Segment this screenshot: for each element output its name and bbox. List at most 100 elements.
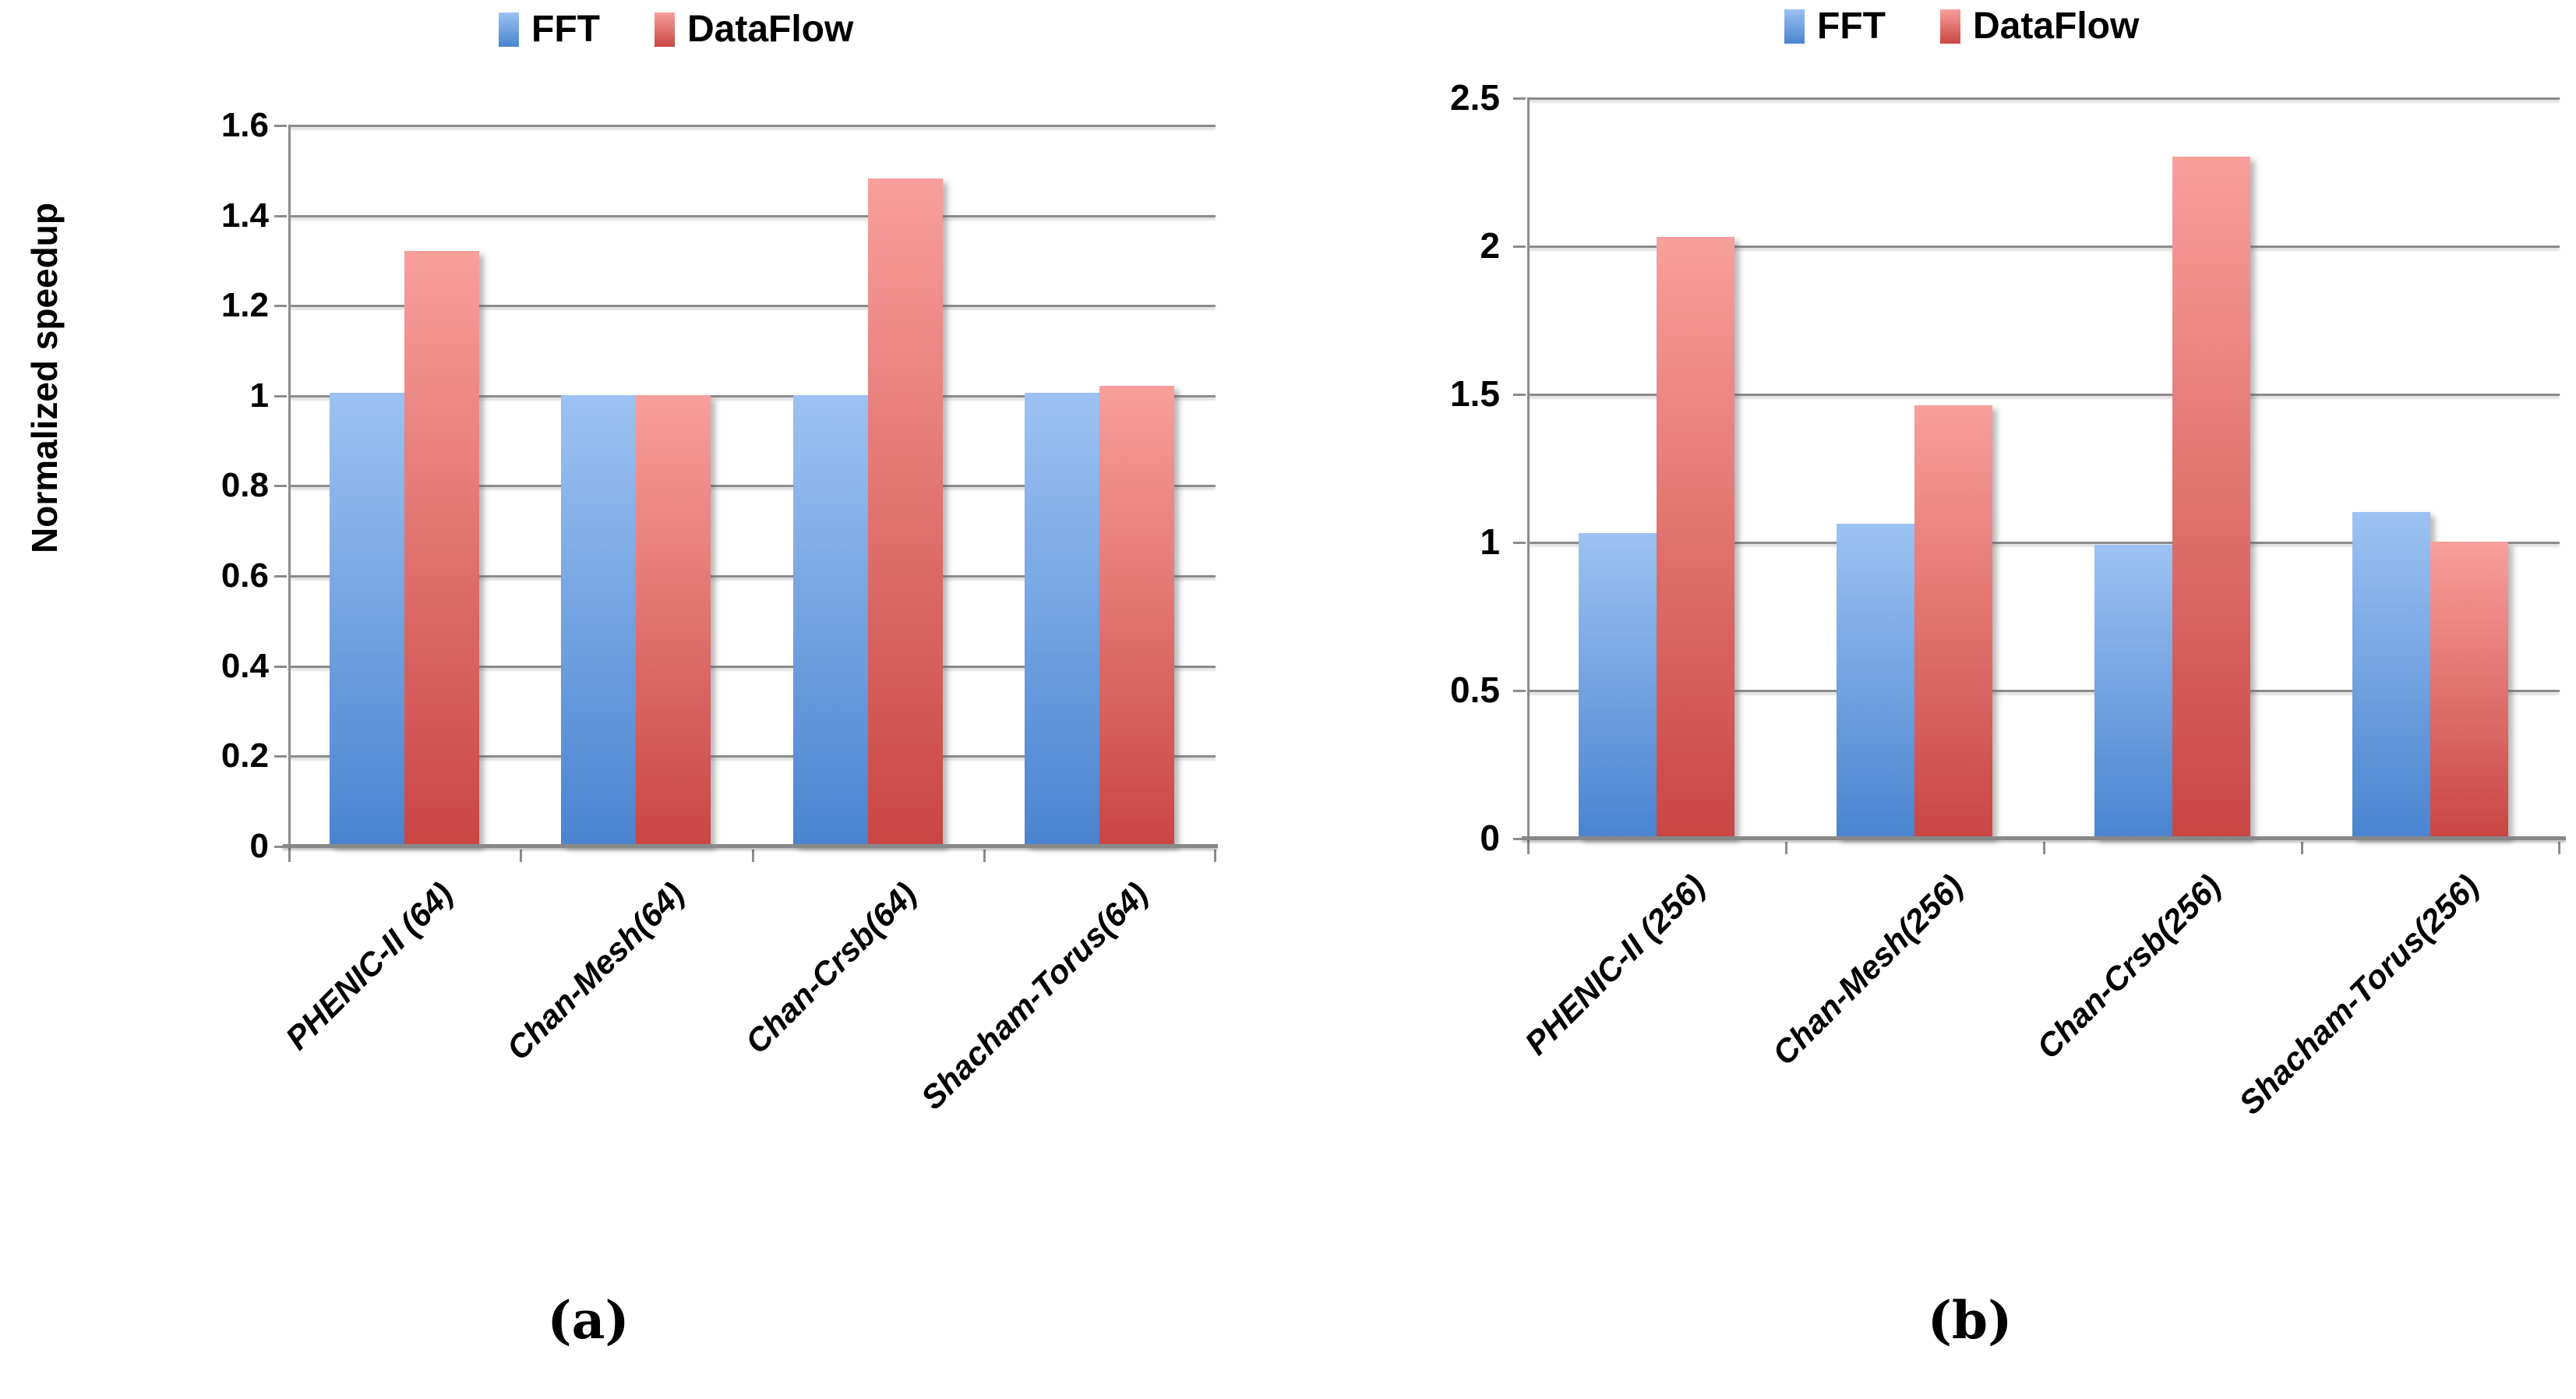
gridline [1527,542,2560,544]
y-tick-label: 1.2 [221,286,269,324]
legend-item-dataflow: DataFlow [1939,8,2139,45]
gridline [288,755,1216,758]
x-category-label: Chan-Crsb(64) [738,874,924,1061]
x-category-label: PHENIC-II (256) [1517,867,1713,1062]
gridline [1527,97,2560,100]
legend-label: FFT [1817,5,1886,47]
y-tick [1513,97,1526,100]
x-tick [2043,842,2045,854]
y-tick-label: 0.2 [221,737,269,775]
y-tick-label: 0.4 [221,647,269,685]
x-tick [983,850,986,862]
bar-group [1025,125,1174,846]
bar-fft [561,394,636,846]
x-category-label: Chan-Mesh(256) [1765,867,1971,1072]
y-tick [274,666,287,668]
y-tick-label: 0 [249,827,269,865]
x-axis-line [1522,836,2566,840]
bar-dataflow [1099,386,1174,846]
bar-group [330,125,479,846]
bar-fft [793,394,868,846]
x-tick [1527,842,1530,854]
bar-dataflow [2172,157,2250,838]
y-tick-label: 1 [249,376,269,415]
y-tick [1513,838,1526,840]
x-tick [2301,842,2303,854]
gridline [288,125,1216,127]
bar-group [2094,97,2250,838]
gridline [288,666,1216,668]
y-tick [274,846,287,848]
y-tick-label: 0.6 [221,556,269,595]
y-tick [274,215,287,217]
panel-caption-b: (b) [1927,1290,2013,1351]
y-tick-label: 0 [1480,818,1500,858]
y-tick [274,395,287,397]
gridline [288,215,1216,217]
gridline [1527,690,2560,692]
bar-fft [2094,544,2172,838]
bar-fft [1837,524,1914,838]
bar-fft [1025,392,1099,846]
legend: FFT DataFlow [499,11,853,48]
x-tick [1785,842,1787,854]
y-tick [274,485,287,487]
gridline [288,305,1216,307]
bar-group [793,125,943,846]
bar-dataflow [2430,542,2508,838]
fft-legend-swatch [1784,9,1805,44]
legend: FFT DataFlow [1784,8,2139,45]
x-tick [2558,842,2560,854]
bar-dataflow [1657,236,1734,838]
y-tick-label: 2 [1480,225,1500,266]
x-tick [1214,850,1216,862]
y-axis-line [1527,97,1530,842]
x-category-label: Chan-Mesh(64) [499,874,692,1067]
fft-legend-swatch [499,12,519,47]
legend-label: DataFlow [686,9,854,50]
x-tick [288,850,291,862]
legend-item-fft: FFT [499,11,600,48]
y-tick [1513,690,1526,692]
bar-dataflow [636,394,711,846]
dataflow-legend-swatch [1939,9,1960,44]
y-axis-line [288,125,291,850]
bar-group [561,125,711,846]
y-tick [274,125,287,127]
dataflow-legend-swatch [654,12,675,47]
bar-dataflow [868,178,943,846]
gridline [288,575,1216,578]
x-category-label: PHENIC-II (64) [278,874,461,1057]
y-tick-label: 1.6 [221,106,269,144]
legend-item-dataflow: DataFlow [654,9,854,50]
legend-item-fft: FFT [1784,8,1886,45]
y-tick-label: 1 [1480,521,1500,562]
y-tick-label: 2.5 [1450,77,1500,118]
y-axis-title: Normalized speedup [24,203,65,553]
y-tick [1513,542,1526,544]
x-tick [520,850,522,862]
gridline [1527,246,2560,248]
gridline [288,395,1216,397]
bar-group [1837,97,1992,838]
gridline [288,485,1216,487]
panel-caption-a: (a) [547,1290,630,1351]
y-tick-label: 0.5 [1450,669,1500,710]
x-category-label: Shacham-Torus(64) [913,874,1156,1117]
bar-group [2352,97,2508,838]
bar-dataflow [1914,405,1992,838]
y-tick [274,755,287,758]
x-axis-line [283,844,1218,848]
y-tick [1513,246,1526,248]
y-tick-label: 1.5 [1450,373,1500,414]
x-category-label: Shacham-Torus(256) [2232,867,2486,1122]
bar-fft [330,392,404,846]
x-category-label: Chan-Crsb(256) [2029,867,2228,1066]
x-tick [752,850,754,862]
y-tick-label: 1.4 [221,196,269,235]
bar-dataflow [404,250,479,846]
y-tick [274,305,287,307]
y-tick-label: 0.8 [221,466,269,504]
bar-fft [1579,532,1657,838]
bar-group [1579,97,1734,838]
